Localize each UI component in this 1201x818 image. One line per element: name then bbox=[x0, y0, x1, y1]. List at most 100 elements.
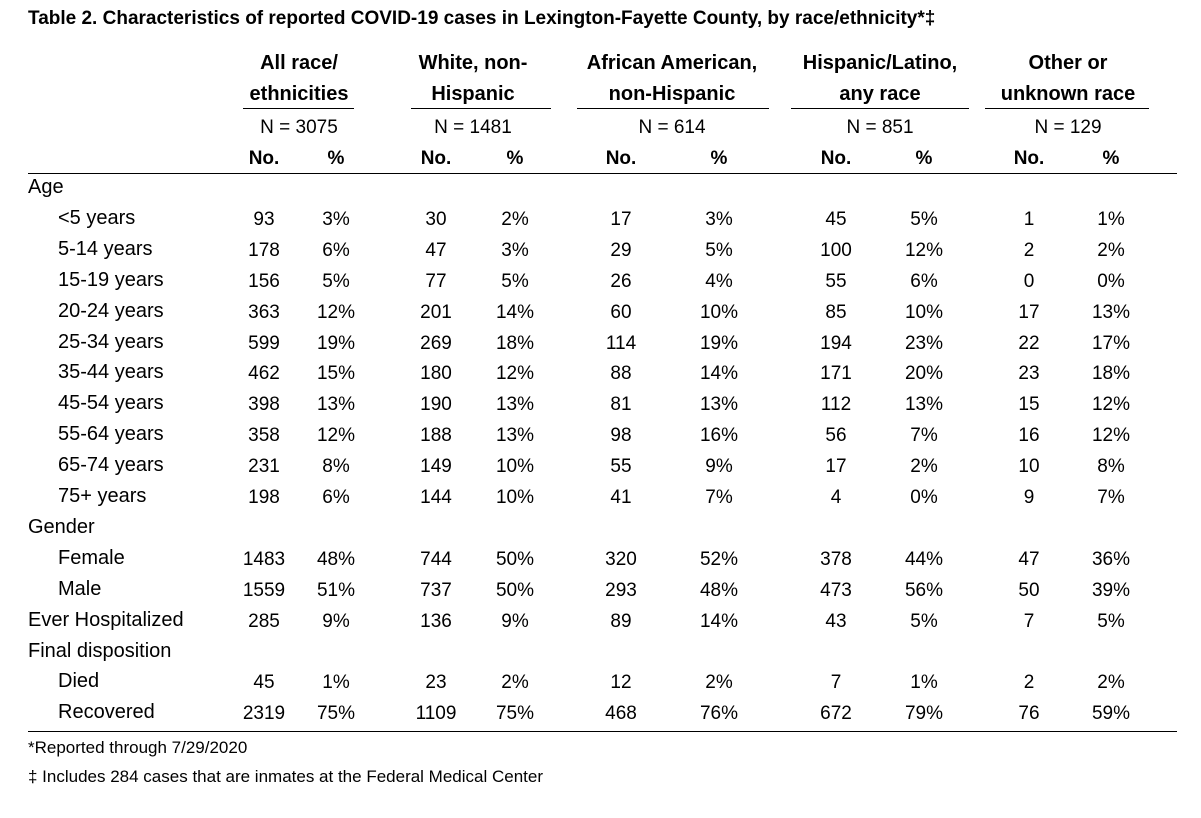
cell-count: 47 bbox=[1018, 548, 1040, 570]
cell-count: 194 bbox=[820, 332, 852, 354]
column-group-underline bbox=[577, 108, 769, 109]
cell-percent: 0% bbox=[1097, 270, 1125, 292]
column-group-n: N = 614 bbox=[638, 117, 706, 138]
row-label: Recovered bbox=[58, 701, 155, 724]
cell-count: 112 bbox=[820, 394, 852, 416]
cell-percent: 12% bbox=[1091, 394, 1131, 416]
cell-count: 231 bbox=[248, 456, 280, 478]
column-group-header-line1: Hispanic/Latino, bbox=[802, 52, 958, 74]
cell-percent: 3% bbox=[705, 208, 733, 230]
row-label: 15-19 years bbox=[58, 268, 164, 291]
row-section-label: Gender bbox=[28, 515, 95, 538]
cell-count: 285 bbox=[248, 610, 280, 632]
cell-percent: 75% bbox=[316, 703, 356, 725]
cell-count: 7 bbox=[1023, 610, 1035, 632]
column-group-header: Other or unknown race bbox=[958, 48, 1178, 110]
column-group-header: Hispanic/Latino, any race bbox=[770, 48, 990, 110]
cell-percent: 13% bbox=[495, 394, 535, 416]
cell-count: 17 bbox=[825, 456, 847, 478]
cell-count: 136 bbox=[420, 610, 452, 632]
subheader-percent: % bbox=[327, 148, 345, 169]
column-group-underline bbox=[985, 108, 1149, 109]
cell-percent: 9% bbox=[705, 456, 733, 478]
cell-percent: 18% bbox=[1091, 363, 1131, 385]
row-section-label: Age bbox=[28, 176, 64, 198]
cell-percent: 8% bbox=[1097, 456, 1125, 478]
row-label: 35-44 years bbox=[58, 361, 164, 384]
cell-percent: 4% bbox=[705, 270, 733, 292]
cell-percent: 5% bbox=[1097, 610, 1125, 632]
cell-count: 144 bbox=[420, 487, 452, 508]
cell-count: 93 bbox=[253, 208, 275, 230]
cell-percent: 19% bbox=[316, 332, 356, 354]
table-title: Table 2. Characteristics of reported COV… bbox=[28, 8, 936, 29]
column-group-header-line2: any race bbox=[839, 83, 921, 105]
cell-count: 672 bbox=[820, 703, 852, 725]
cell-count: 473 bbox=[820, 579, 852, 601]
cell-percent: 10% bbox=[904, 301, 944, 323]
cell-percent: 13% bbox=[1091, 301, 1131, 323]
row-label: 25-34 years bbox=[58, 330, 164, 353]
subheader-no: No. bbox=[820, 148, 852, 169]
column-group-header: African American, non-Hispanic bbox=[562, 48, 782, 110]
column-group-header-line2: non-Hispanic bbox=[608, 83, 736, 105]
cell-percent: 10% bbox=[495, 456, 535, 478]
row-section-label: Final disposition bbox=[28, 639, 172, 662]
cell-count: 15 bbox=[1018, 394, 1040, 416]
column-group-header: White, non- Hispanic bbox=[363, 48, 583, 110]
cell-percent: 2% bbox=[910, 456, 938, 478]
column-group-header-line1: Other or bbox=[1028, 52, 1108, 74]
subheader-percent: % bbox=[506, 148, 524, 169]
subheader-no: No. bbox=[420, 148, 452, 169]
cell-count: 378 bbox=[820, 548, 852, 570]
cell-percent: 0% bbox=[910, 487, 938, 508]
row-label: 20-24 years bbox=[58, 299, 164, 322]
cell-percent: 36% bbox=[1091, 548, 1131, 570]
cell-count: 55 bbox=[610, 456, 632, 478]
cell-percent: 75% bbox=[495, 703, 535, 725]
cell-percent: 44% bbox=[904, 548, 944, 570]
cell-percent: 1% bbox=[322, 672, 350, 694]
cell-count: 171 bbox=[820, 363, 852, 385]
column-group-header-line1: All race/ bbox=[260, 52, 338, 74]
cell-percent: 17% bbox=[1091, 332, 1131, 354]
cell-count: 363 bbox=[248, 301, 280, 323]
cell-count: 320 bbox=[605, 548, 637, 570]
cell-percent: 59% bbox=[1091, 703, 1131, 725]
cell-percent: 5% bbox=[910, 208, 938, 230]
column-group-header-line2: Hispanic bbox=[431, 83, 515, 105]
cell-percent: 13% bbox=[699, 394, 739, 416]
cell-count: 43 bbox=[825, 610, 847, 632]
cell-count: 76 bbox=[1018, 703, 1040, 725]
column-group-underline bbox=[243, 108, 354, 109]
cell-percent: 5% bbox=[910, 610, 938, 632]
row-label: 45-54 years bbox=[58, 392, 164, 415]
cell-percent: 2% bbox=[1097, 672, 1125, 694]
cell-count: 29 bbox=[610, 239, 632, 261]
cell-percent: 13% bbox=[904, 394, 944, 416]
cell-percent: 12% bbox=[1091, 425, 1131, 447]
cell-percent: 12% bbox=[904, 239, 944, 261]
cell-percent: 15% bbox=[316, 363, 356, 385]
cell-percent: 1% bbox=[1097, 208, 1125, 230]
cell-count: 23 bbox=[1018, 363, 1040, 385]
cell-count: 17 bbox=[1018, 301, 1040, 323]
cell-percent: 19% bbox=[699, 332, 739, 354]
cell-count: 22 bbox=[1018, 332, 1040, 354]
cell-percent: 48% bbox=[316, 548, 356, 570]
cell-count: 0 bbox=[1023, 270, 1035, 292]
column-group-n: N = 851 bbox=[846, 117, 914, 138]
cell-percent: 50% bbox=[495, 548, 535, 570]
cell-percent: 6% bbox=[322, 239, 350, 261]
footnote-reported-through: *Reported through 7/29/2020 bbox=[28, 738, 248, 757]
cell-percent: 12% bbox=[316, 301, 356, 323]
row-label: 65-74 years bbox=[58, 454, 164, 477]
cell-count: 269 bbox=[420, 332, 452, 354]
column-group-header-line1: African American, bbox=[586, 52, 758, 74]
cell-count: 50 bbox=[1018, 579, 1040, 601]
cell-percent: 13% bbox=[495, 425, 535, 447]
column-group-header: All race/ethnicities bbox=[189, 48, 409, 110]
cell-count: 77 bbox=[425, 270, 447, 292]
column-group-underline bbox=[791, 108, 969, 109]
subheader-percent: % bbox=[1102, 148, 1120, 169]
